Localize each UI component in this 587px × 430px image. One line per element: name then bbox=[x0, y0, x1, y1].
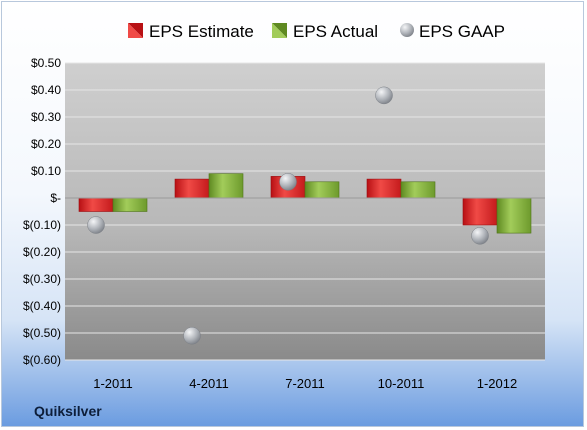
estimate-bar bbox=[78, 197, 114, 212]
y-tick-label: $- bbox=[50, 191, 61, 205]
estimate-bar bbox=[462, 197, 498, 226]
legend-label-gaap: EPS GAAP bbox=[419, 22, 505, 41]
gaap-point bbox=[471, 227, 489, 245]
actual-bar bbox=[400, 181, 436, 199]
gaap-points bbox=[87, 86, 489, 345]
y-tick-label: $0.30 bbox=[31, 110, 61, 124]
company-name: Quiksilver bbox=[34, 403, 102, 419]
gaap-point bbox=[183, 326, 201, 345]
y-tick-label: $(0.30) bbox=[23, 272, 61, 286]
x-tick-label: 1-2012 bbox=[477, 376, 517, 391]
y-tick-label: $0.10 bbox=[31, 164, 61, 178]
x-tick-label: 1-2011 bbox=[93, 376, 133, 391]
estimate-bar bbox=[174, 178, 210, 199]
actual-bar bbox=[112, 197, 148, 212]
gaap-point bbox=[375, 86, 393, 105]
gaap-point bbox=[87, 216, 105, 234]
x-tick-label: 4-2011 bbox=[189, 376, 229, 391]
actual-bar bbox=[304, 181, 340, 199]
legend-swatch-estimate-shade bbox=[128, 23, 143, 38]
legend-swatch-gaap bbox=[400, 23, 414, 37]
y-tick-label: $0.40 bbox=[31, 83, 61, 97]
legend-item-eps-actual: EPS Actual bbox=[272, 22, 378, 41]
y-tick-label: $(0.40) bbox=[23, 299, 61, 313]
y-tick-label: $0.20 bbox=[31, 137, 61, 151]
legend: EPS Estimate EPS Actual EPS GAAP bbox=[128, 22, 505, 41]
legend-item-eps-estimate: EPS Estimate bbox=[128, 22, 254, 41]
y-tick-label: $(0.60) bbox=[23, 353, 61, 367]
estimate-bar bbox=[366, 178, 402, 199]
x-axis: 1-2011 4-2011 7-2011 10-2011 1-2012 bbox=[65, 197, 545, 391]
legend-swatch-actual-shade bbox=[272, 23, 287, 38]
legend-label-estimate: EPS Estimate bbox=[149, 22, 254, 41]
x-tick-label: 7-2011 bbox=[285, 376, 325, 391]
y-tick-label: $(0.10) bbox=[23, 218, 61, 232]
y-axis: $0.50 $0.40 $0.30 $0.20 $0.10 $- $(0.10) $(0.20… bbox=[23, 56, 61, 367]
y-tick-label: $(0.20) bbox=[23, 245, 61, 259]
y-tick-label: $(0.50) bbox=[23, 326, 61, 340]
x-tick-label: 10-2011 bbox=[378, 376, 425, 391]
gaap-point bbox=[279, 173, 297, 191]
actual-bar bbox=[496, 197, 532, 234]
legend-label-actual: EPS Actual bbox=[293, 22, 378, 41]
actual-bar bbox=[208, 173, 244, 199]
y-tick-label: $0.50 bbox=[31, 56, 61, 70]
legend-item-eps-gaap: EPS GAAP bbox=[400, 22, 505, 41]
